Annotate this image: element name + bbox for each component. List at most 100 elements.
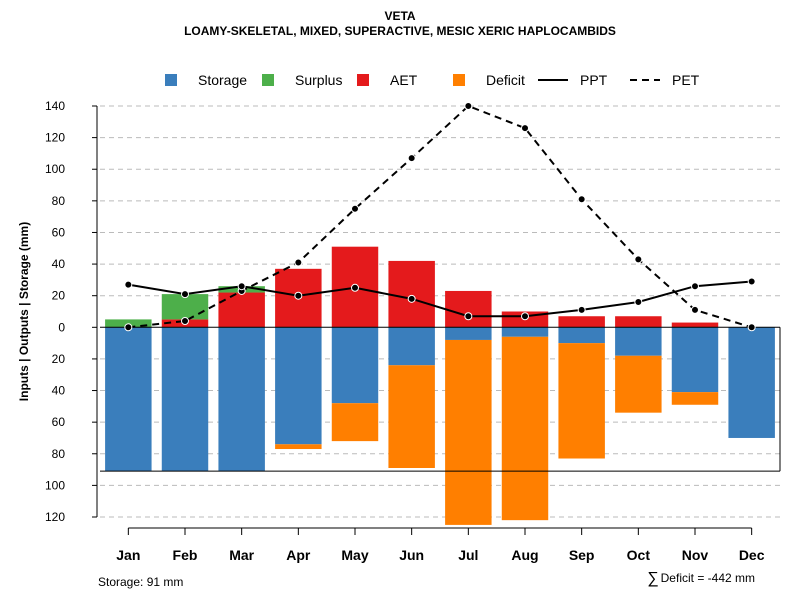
x-tick-label: Aug [511, 547, 538, 563]
chart-subtitle: LOAMY-SKELETAL, MIXED, SUPERACTIVE, MESI… [184, 24, 616, 38]
pet-point [521, 124, 529, 133]
pet-point [464, 102, 473, 110]
x-tick-label: Jun [399, 547, 424, 563]
ppt-point [464, 312, 473, 321]
legend-label: AET [390, 72, 418, 88]
axes: 140 120 100 80 60 40 20 0 20 40 60 80 100 120 Inputs |… [17, 99, 765, 563]
storage-capacity-box [100, 326, 781, 472]
pet-point [407, 154, 416, 163]
legend-swatch [262, 74, 274, 86]
y-tick-label: 120 [45, 510, 65, 524]
storage-bar [331, 327, 379, 404]
x-tick-label: Feb [173, 547, 198, 563]
deficit-bar [388, 365, 435, 468]
deficit-bar [445, 339, 492, 525]
surplus-bar [161, 294, 209, 320]
storage-bar [671, 327, 719, 393]
ppt-point [237, 282, 246, 291]
legend: Storage Surplus AET Deficit PPT PET [165, 72, 700, 88]
x-tick-label: Mar [229, 547, 254, 563]
ppt-point [351, 283, 359, 292]
legend-item-surplus: Surplus [262, 72, 342, 88]
x-tick-label: Jan [116, 547, 140, 563]
storage-bar [445, 327, 492, 340]
deficit-sum-note: ∑ Deficit = -442 mm [647, 570, 755, 588]
legend-item-storage: Storage [165, 72, 247, 88]
ppt-point [747, 277, 756, 286]
chart-title: VETA [384, 9, 416, 23]
deficit-bar [558, 343, 605, 459]
legend-label: Surplus [295, 72, 342, 88]
y-tick-label: 140 [45, 99, 65, 113]
x-tick-label: Dec [739, 547, 765, 563]
sum-icon: ∑ [647, 570, 659, 587]
ppt-point [181, 290, 189, 299]
storage-bar [218, 327, 265, 472]
storage-bar [558, 327, 605, 344]
pet-point [124, 323, 133, 332]
y-tick-label: 40 [52, 257, 66, 271]
aet-bar [615, 316, 662, 328]
pet-point [294, 258, 303, 267]
pet-point [691, 305, 699, 314]
aet-bar [388, 260, 435, 328]
aet-bar [671, 322, 719, 328]
x-tick-label: Jul [458, 547, 478, 563]
x-tick-label: Oct [627, 547, 651, 563]
y-tick-label: 40 [52, 384, 66, 398]
ppt-point [521, 312, 529, 321]
storage-bar [615, 327, 662, 356]
storage-note: Storage: 91 mm [98, 575, 184, 589]
storage-bar [275, 327, 322, 445]
deficit-bar [671, 392, 719, 405]
x-tick-label: Sep [569, 547, 595, 563]
legend-swatch [165, 74, 177, 86]
pet-point [634, 255, 643, 264]
legend-swatch [357, 74, 369, 86]
y-tick-label: 80 [52, 194, 66, 208]
ppt-point [294, 291, 303, 300]
storage-bar [388, 327, 435, 366]
y-tick-label: 80 [52, 447, 66, 461]
ppt-line [128, 280, 752, 318]
legend-swatch [453, 74, 465, 86]
x-tick-label: May [341, 547, 368, 563]
pet-point [351, 204, 359, 213]
y-tick-label: 100 [45, 478, 65, 492]
legend-item-deficit: Deficit [453, 72, 525, 88]
deficit-bar [331, 403, 379, 442]
storage-bar [161, 327, 209, 472]
lines [124, 102, 756, 332]
pet-point [181, 316, 189, 325]
ppt-point [407, 294, 416, 303]
y-tick-label: 0 [58, 320, 65, 334]
aet-bar [445, 290, 492, 328]
y-axis-label: Inputs | Outputs | Storage (mm) [17, 222, 31, 401]
legend-item-ppt: PPT [538, 72, 608, 88]
aet-bar [558, 316, 605, 328]
storage-bar [728, 327, 775, 438]
ppt-point [124, 280, 133, 289]
legend-label: Deficit [486, 72, 525, 88]
legend-label: PPT [580, 72, 608, 88]
x-tick-label: Apr [286, 547, 311, 563]
deficit-bar [501, 336, 549, 521]
legend-label: Storage [198, 72, 247, 88]
y-tick-label: 20 [52, 289, 66, 303]
ppt-point [691, 282, 699, 291]
legend-item-pet: PET [630, 72, 700, 88]
x-tick-label: Nov [682, 547, 709, 563]
y-tick-label: 120 [45, 131, 65, 145]
deficit-bar [275, 444, 322, 450]
aet-bar [218, 292, 265, 328]
y-tick-label: 60 [52, 225, 66, 239]
bars [105, 246, 775, 525]
storage-bar [501, 327, 549, 337]
y-tick-label: 20 [52, 352, 66, 366]
deficit-sum-text: Deficit = -442 mm [660, 571, 755, 585]
y-tick-label: 100 [45, 162, 65, 176]
y-tick-label: 60 [52, 415, 66, 429]
storage-bar [105, 327, 152, 472]
ppt-point [634, 298, 643, 307]
